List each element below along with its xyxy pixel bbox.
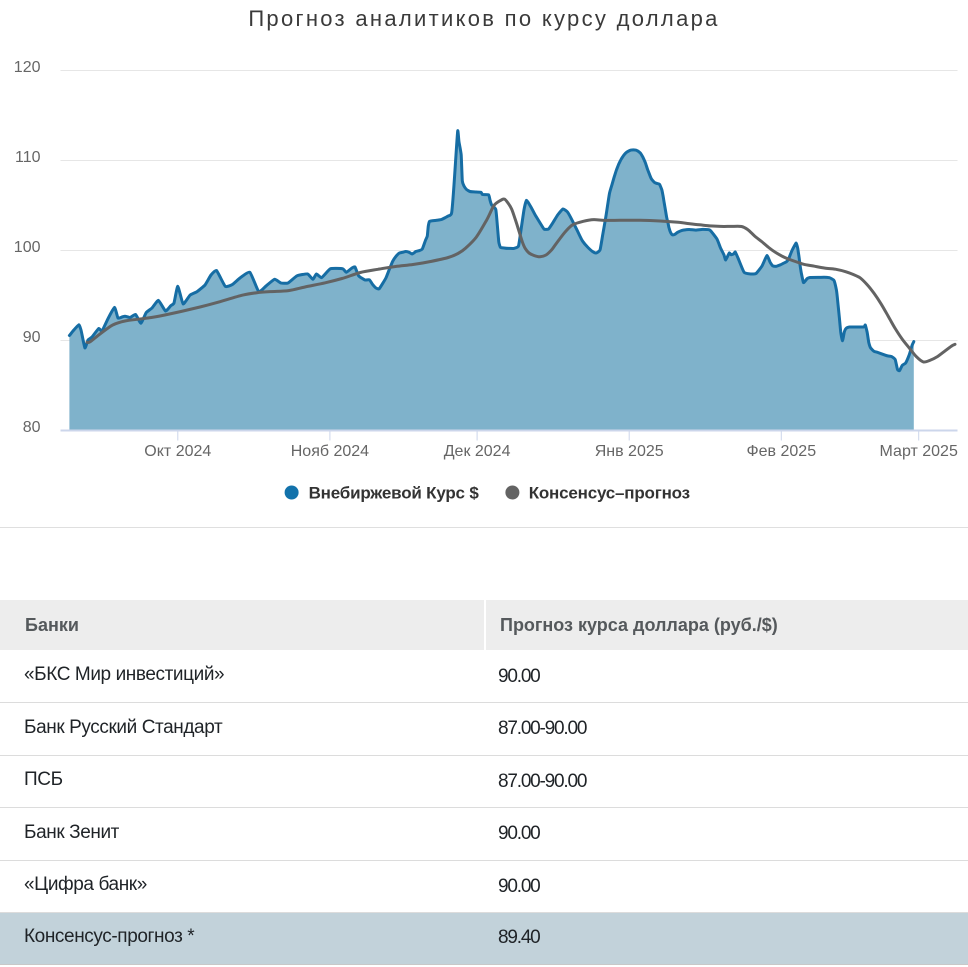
svg-text:Янв 2025: Янв 2025 (595, 443, 664, 460)
svg-text:Нояб 2024: Нояб 2024 (291, 443, 369, 460)
svg-text:Фев 2025: Фев 2025 (746, 443, 816, 460)
svg-text:Внебиржевой Курс $: Внебиржевой Курс $ (309, 484, 480, 503)
svg-text:120: 120 (14, 59, 41, 76)
svg-text:110: 110 (15, 149, 41, 166)
svg-text:Окт 2024: Окт 2024 (144, 443, 211, 460)
svg-text:80: 80 (23, 419, 41, 436)
svg-text:90: 90 (23, 329, 41, 346)
svg-text:Консенсус–прогноз: Консенсус–прогноз (529, 484, 690, 503)
svg-text:Дек 2024: Дек 2024 (444, 443, 511, 460)
svg-text:Март 2025: Март 2025 (880, 443, 958, 460)
svg-text:100: 100 (14, 239, 41, 256)
svg-text:Прогноз аналитиков по курсу до: Прогноз аналитиков по курсу доллара (248, 6, 719, 31)
